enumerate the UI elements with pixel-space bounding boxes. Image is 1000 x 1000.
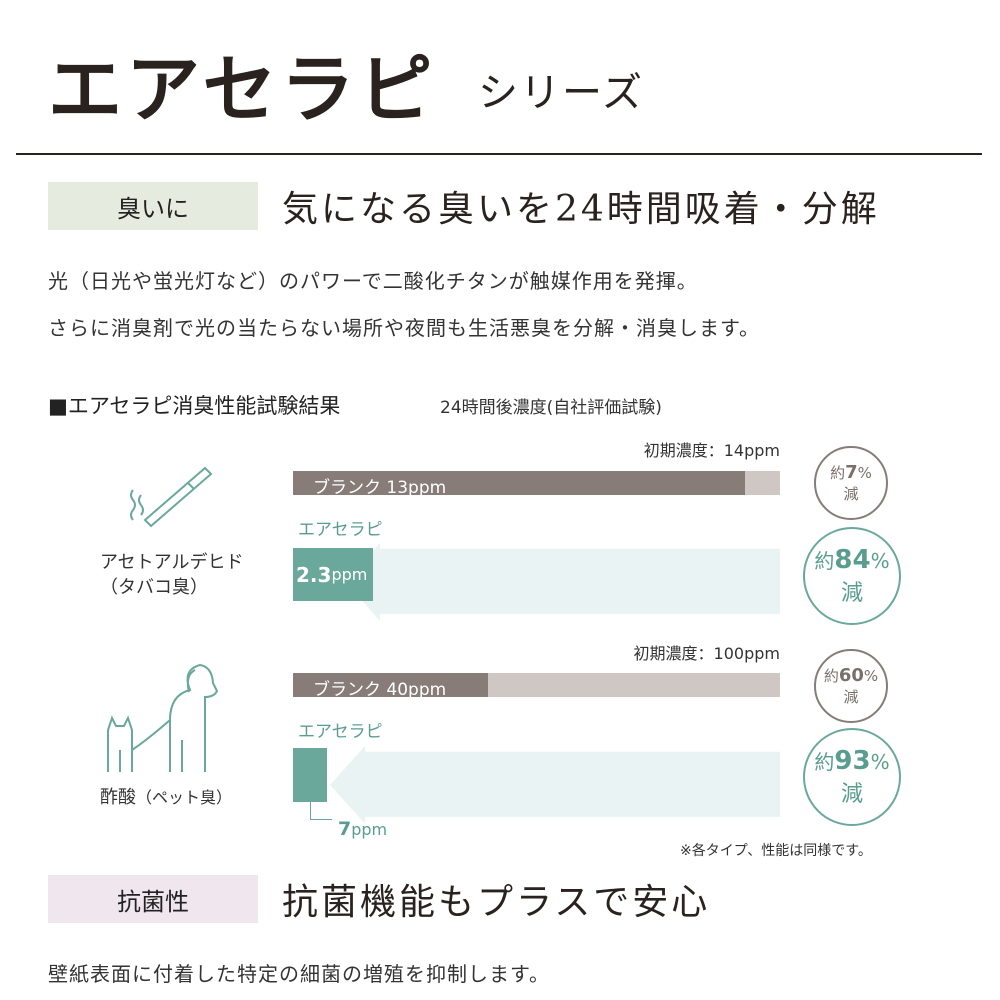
leader-line (310, 802, 332, 820)
group1-product-bar: 2.3 ppm (293, 548, 373, 601)
value: 84 (834, 545, 871, 575)
note: ※各タイプ、性能は同様です。 (680, 843, 872, 859)
deodor-tag: 臭いに (48, 182, 258, 230)
antibac-body: 壁紙表面に付着した特定の細菌の増殖を抑制します。 (48, 962, 550, 986)
cigarette-icon (130, 466, 213, 528)
group1-blank-reduction-badge: 約7% 減 (814, 446, 888, 520)
deodor-body-1: 光（日光や蛍光灯など）のパワーで二酸化チタンが触媒作用を発揮。 (48, 269, 698, 293)
suffix: 減 (840, 782, 863, 807)
value: 93 (834, 746, 871, 776)
group2-name2: （ペット臭） (136, 788, 233, 807)
antibac-tag: 抗菌性 (48, 875, 258, 923)
suffix: 減 (840, 581, 863, 606)
divider (16, 153, 982, 155)
deodor-body-2: さらに消臭剤で光の当たらない場所や夜間も生活悪臭を分解・消臭します。 (48, 316, 760, 340)
group1-initial-label: 初期濃度：14ppm (643, 441, 780, 460)
group2-product-unit: ppm (351, 820, 388, 839)
unit: % (870, 549, 890, 573)
unit: % (870, 750, 890, 774)
group2-blank-reduction-badge: 約60% 減 (814, 649, 888, 723)
group2-product-label: エアセラピ (298, 722, 383, 742)
prefix: 約 (814, 750, 835, 774)
group2-product-value: 7 (338, 818, 352, 840)
prefix: 約 (823, 667, 839, 685)
dog-cat-icon (107, 663, 219, 772)
group1-blank-bar (293, 471, 746, 495)
group2-reduction-arrow (330, 746, 780, 824)
group1-blank-label: ブランク 13ppm (313, 478, 447, 498)
unit: % (857, 464, 872, 482)
group1-product-value: 2.3 (296, 562, 332, 587)
group2-name-row: 酢酸（ペット臭） (100, 783, 232, 809)
suffix: 減 (843, 485, 859, 503)
group2-name: 酢酸 (100, 787, 136, 808)
group1-product-label: エアセラピ (298, 520, 383, 540)
page-title: エアセラピ (48, 47, 437, 133)
value: 7 (845, 462, 858, 483)
group1-product-reduction-badge: 約84% 減 (803, 527, 901, 625)
group2-initial-bar: ブランク 40ppm (293, 673, 780, 700)
group2-product-bar (293, 748, 328, 802)
test-subtitle: 24時間後濃度(自社評価試験) (440, 398, 662, 418)
prefix: 約 (830, 464, 846, 482)
group1-initial-bar: ブランク 13ppm (293, 471, 780, 498)
group2-product-value-row: 7ppm (338, 818, 387, 840)
group2-blank-bar (293, 673, 488, 697)
prefix: 約 (814, 549, 835, 573)
test-title: ■エアセラピ消臭性能試験結果 (48, 394, 341, 418)
group2-initial-label: 初期濃度：100ppm (633, 644, 780, 663)
group1-name: アセトアルデヒド (100, 552, 244, 573)
group1-reduction-arrow (345, 543, 780, 621)
antibac-headline: 抗菌機能もプラスで安心 (282, 882, 711, 923)
group1-product-unit: ppm (331, 565, 368, 584)
group1-name2: （タバコ臭） (100, 577, 208, 598)
group2-blank-label: ブランク 40ppm (313, 680, 447, 700)
unit: % (863, 667, 879, 685)
page-subtitle: シリーズ (478, 70, 644, 116)
deodor-headline: 気になる臭いを24時間吸着・分解 (282, 189, 880, 230)
suffix: 減 (843, 688, 859, 706)
value: 60 (838, 665, 864, 686)
group2-product-reduction-badge: 約93% 減 (803, 728, 901, 826)
